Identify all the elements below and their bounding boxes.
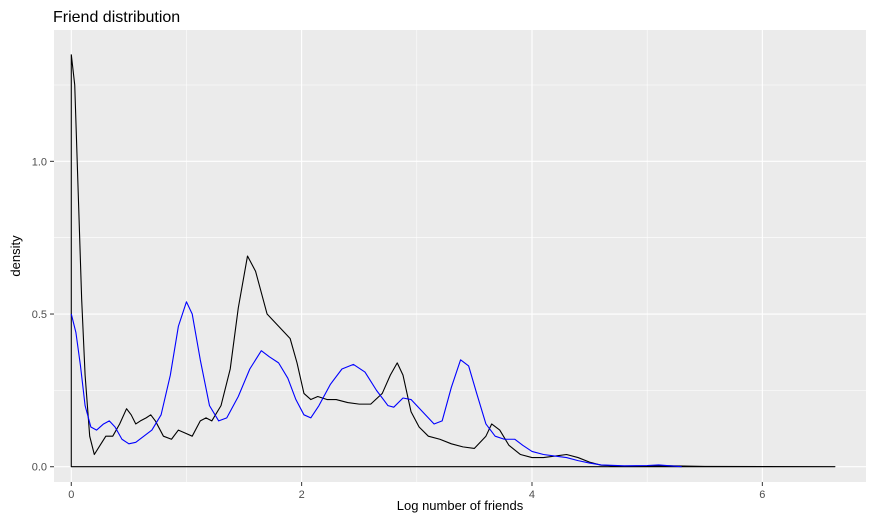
x-tick-label: 4 xyxy=(529,489,535,501)
plot-panel xyxy=(54,30,866,482)
x-tick-label: 0 xyxy=(68,489,74,501)
x-axis-ticks: 0 2 4 6 xyxy=(68,482,765,501)
minor-gridlines xyxy=(54,30,866,482)
y-tick-label: 1.0 xyxy=(32,156,47,168)
y-axis-ticks: 0.0 0.5 1.0 xyxy=(32,156,54,474)
x-axis-title: Log number of friends xyxy=(397,498,524,513)
density-line-2 xyxy=(70,301,682,468)
y-tick-label: 0.0 xyxy=(32,462,47,474)
density-series xyxy=(70,54,836,468)
y-tick-label: 0.5 xyxy=(32,309,47,321)
chart-title: Friend distribution xyxy=(53,9,180,26)
x-tick-label: 6 xyxy=(759,489,765,501)
y-axis-title: density xyxy=(8,235,23,277)
x-tick-label: 2 xyxy=(299,489,305,501)
